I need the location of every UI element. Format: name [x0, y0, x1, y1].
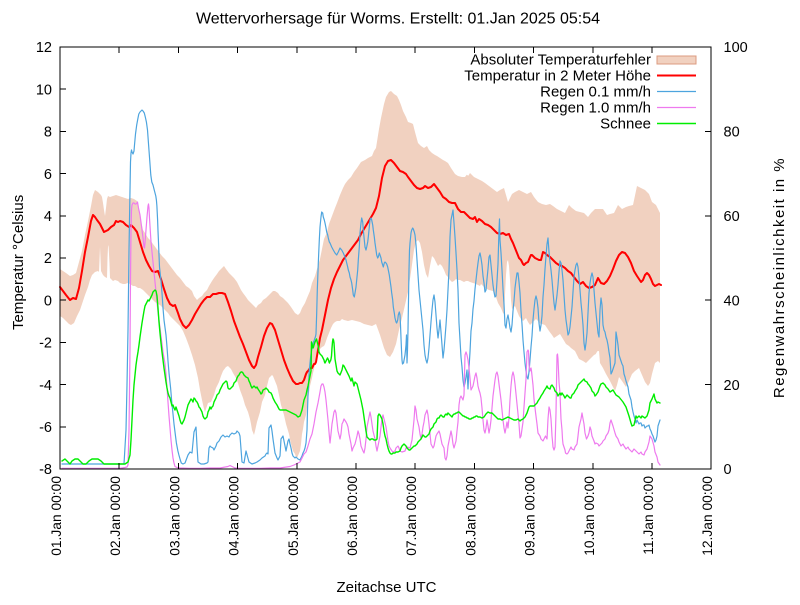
- svg-text:-4: -4: [39, 378, 52, 394]
- svg-text:60: 60: [724, 209, 740, 225]
- svg-text:05.Jan 00:00: 05.Jan 00:00: [286, 476, 301, 556]
- svg-text:20: 20: [724, 378, 740, 394]
- svg-text:-6: -6: [39, 420, 52, 436]
- svg-text:80: 80: [724, 125, 740, 141]
- svg-text:0: 0: [44, 293, 52, 309]
- svg-text:Regen 1.0 mm/h: Regen 1.0 mm/h: [540, 100, 651, 117]
- svg-text:6: 6: [44, 167, 52, 183]
- svg-text:01.Jan 00:00: 01.Jan 00:00: [49, 476, 64, 556]
- svg-text:Regen 0.1 mm/h: Regen 0.1 mm/h: [540, 84, 651, 101]
- svg-text:10: 10: [36, 82, 52, 98]
- svg-text:Regenwahrscheinlichkeit in %: Regenwahrscheinlichkeit in %: [771, 157, 788, 398]
- svg-text:Zeitachse UTC: Zeitachse UTC: [336, 579, 436, 596]
- svg-text:0: 0: [724, 462, 732, 478]
- svg-text:Temperatur in 2 Meter Höhe: Temperatur in 2 Meter Höhe: [464, 68, 651, 85]
- svg-text:06.Jan 00:00: 06.Jan 00:00: [345, 476, 360, 556]
- svg-text:12: 12: [36, 40, 52, 56]
- svg-text:Temperatur °Celsius: Temperatur °Celsius: [10, 195, 27, 330]
- svg-text:08.Jan 00:00: 08.Jan 00:00: [463, 476, 478, 556]
- svg-text:Absoluter Temperaturfehler: Absoluter Temperaturfehler: [470, 52, 651, 69]
- svg-text:2: 2: [44, 251, 52, 267]
- svg-text:03.Jan 00:00: 03.Jan 00:00: [167, 476, 182, 556]
- svg-text:04.Jan 00:00: 04.Jan 00:00: [227, 476, 242, 556]
- svg-text:Wettervorhersage für Worms. Er: Wettervorhersage für Worms. Erstellt: 01…: [196, 11, 600, 28]
- svg-text:12.Jan 00:00: 12.Jan 00:00: [700, 476, 715, 556]
- svg-text:Schnee: Schnee: [600, 116, 651, 133]
- svg-text:40: 40: [724, 293, 740, 309]
- svg-text:8: 8: [44, 125, 52, 141]
- svg-text:-2: -2: [39, 336, 52, 352]
- svg-text:4: 4: [44, 209, 52, 225]
- svg-text:07.Jan 00:00: 07.Jan 00:00: [404, 476, 419, 556]
- svg-text:10.Jan 00:00: 10.Jan 00:00: [582, 476, 597, 556]
- svg-text:02.Jan 00:00: 02.Jan 00:00: [108, 476, 123, 556]
- svg-text:100: 100: [724, 40, 748, 56]
- svg-text:09.Jan 00:00: 09.Jan 00:00: [523, 476, 538, 556]
- svg-text:11.Jan 00:00: 11.Jan 00:00: [641, 476, 656, 555]
- svg-text:-8: -8: [39, 462, 52, 478]
